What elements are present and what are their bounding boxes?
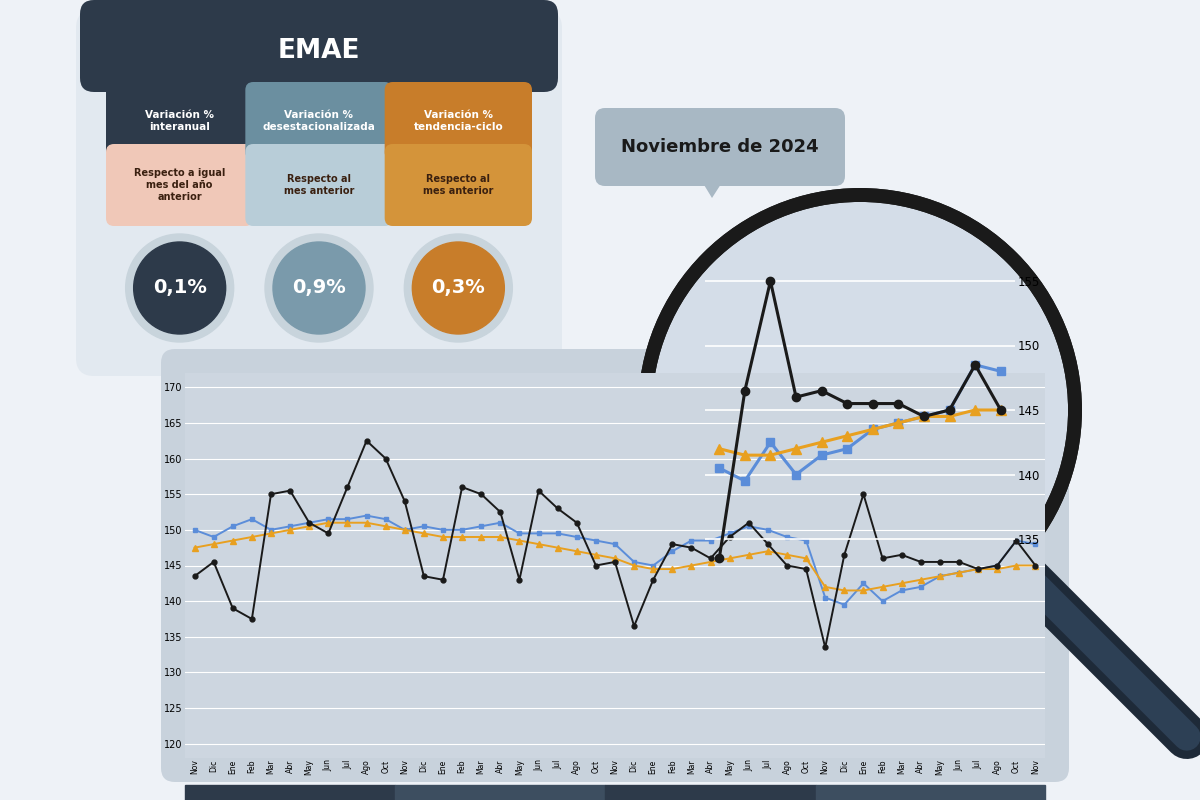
Polygon shape (695, 170, 730, 198)
Text: 0,1%: 0,1% (152, 278, 206, 298)
Text: Variación %
desestacionalizada: Variación % desestacionalizada (263, 110, 376, 132)
Circle shape (413, 242, 504, 334)
FancyBboxPatch shape (385, 82, 532, 160)
Text: Noviembre de 2024: Noviembre de 2024 (622, 138, 818, 156)
FancyBboxPatch shape (595, 108, 845, 186)
Text: Respecto a igual
mes del año
anterior: Respecto a igual mes del año anterior (134, 168, 226, 202)
Circle shape (126, 234, 234, 342)
Circle shape (265, 234, 373, 342)
Text: Variación %
tendencia-ciclo: Variación % tendencia-ciclo (414, 110, 503, 132)
Bar (395, 785, 606, 800)
Text: Variación %
interanual: Variación % interanual (145, 110, 214, 132)
FancyBboxPatch shape (385, 144, 532, 226)
FancyBboxPatch shape (245, 144, 392, 226)
Circle shape (274, 242, 365, 334)
Circle shape (404, 234, 512, 342)
Text: 0,3%: 0,3% (432, 278, 485, 298)
Bar (185, 785, 395, 800)
Bar (816, 785, 1045, 800)
Bar (606, 785, 816, 800)
Text: 0,9%: 0,9% (292, 278, 346, 298)
Text: Respecto al
mes anterior: Respecto al mes anterior (424, 174, 493, 196)
Text: EMAE: EMAE (277, 38, 360, 64)
FancyBboxPatch shape (106, 82, 253, 160)
FancyBboxPatch shape (106, 144, 253, 226)
Circle shape (133, 242, 226, 334)
FancyBboxPatch shape (245, 82, 392, 160)
FancyBboxPatch shape (76, 10, 562, 376)
Circle shape (646, 195, 1075, 625)
Text: Respecto al
mes anterior: Respecto al mes anterior (284, 174, 354, 196)
FancyBboxPatch shape (80, 0, 558, 92)
FancyBboxPatch shape (161, 349, 1069, 782)
